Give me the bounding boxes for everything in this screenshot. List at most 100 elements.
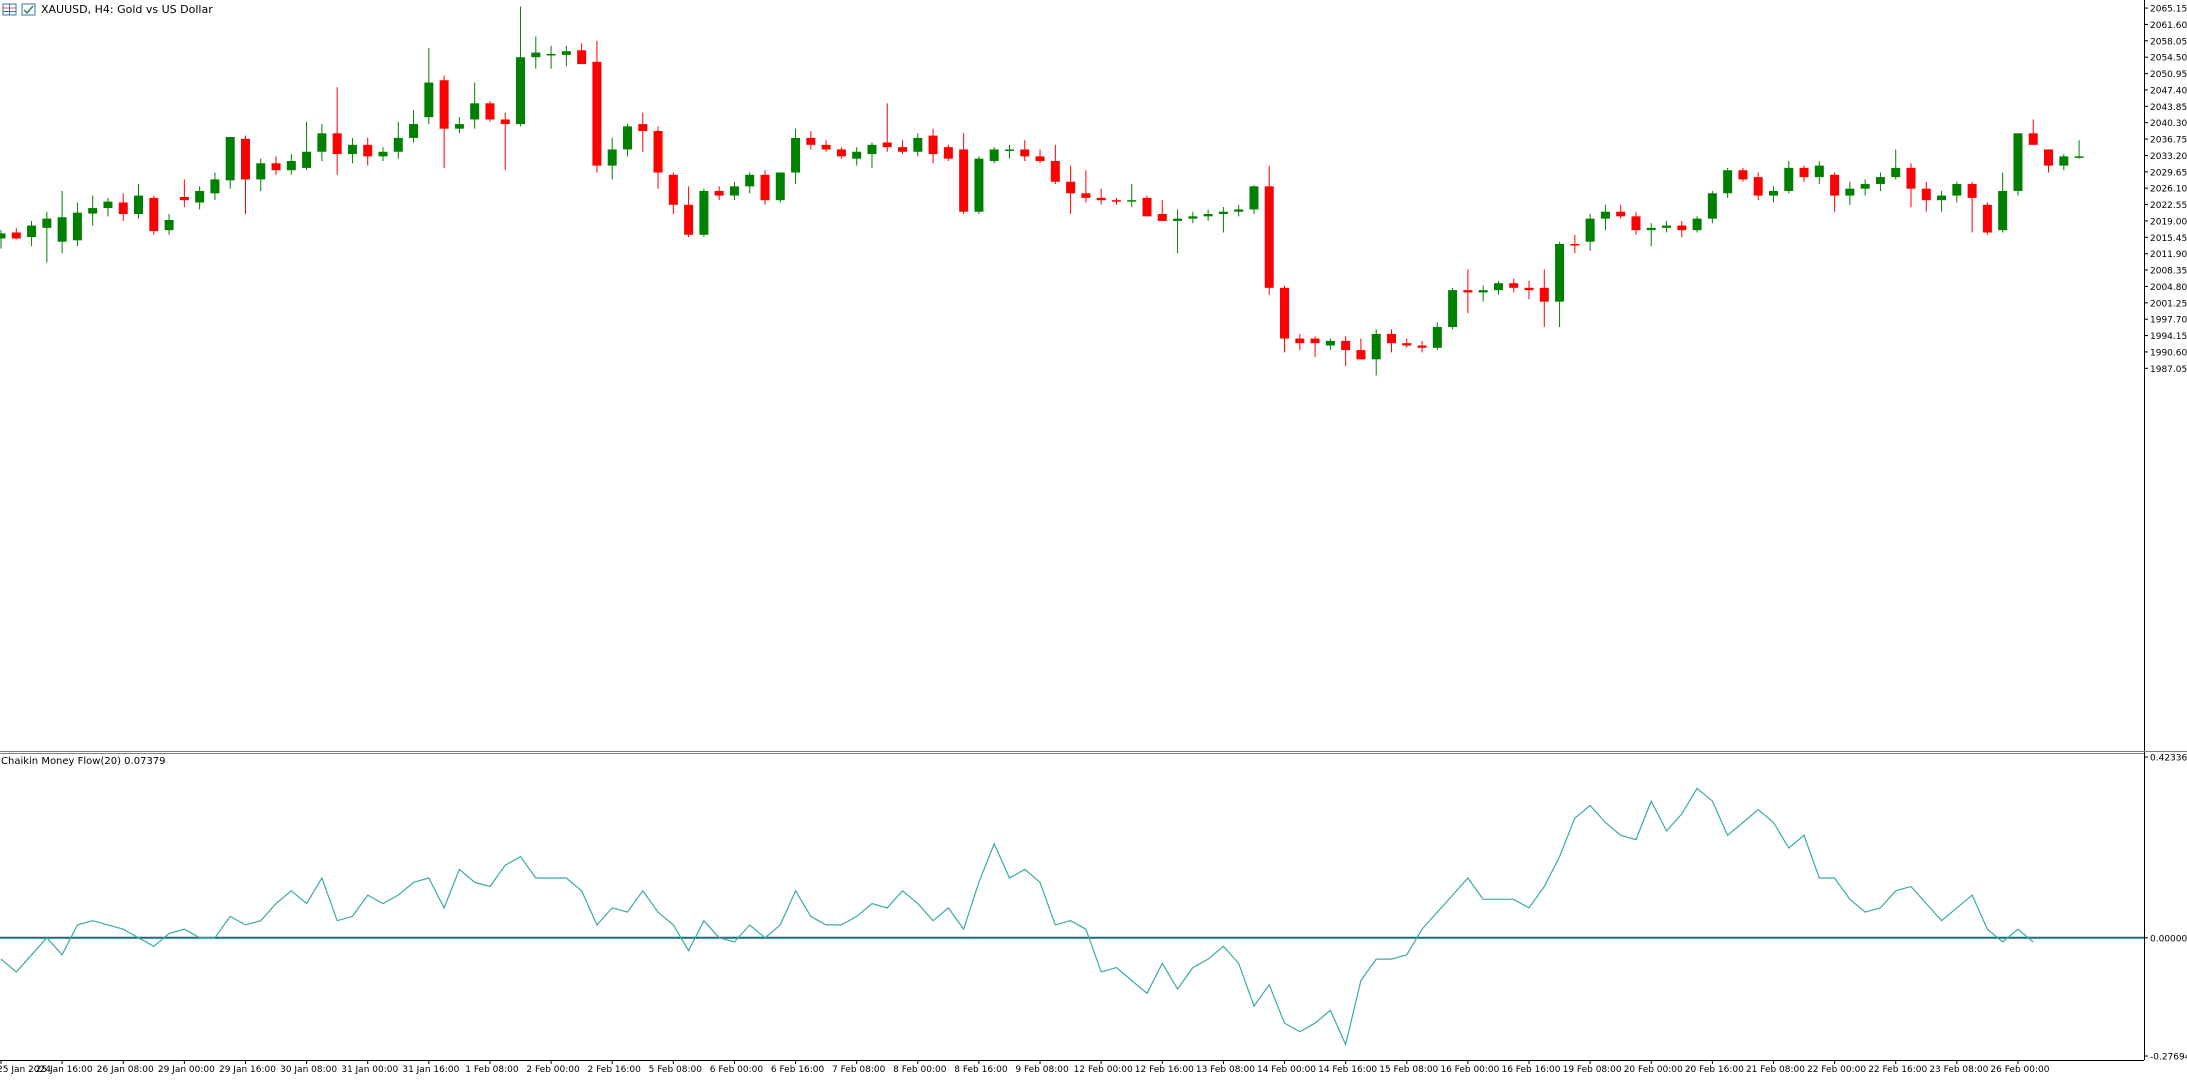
bullish-candle[interactable] — [1555, 242, 1564, 327]
bullish-candle[interactable] — [27, 221, 36, 246]
bullish-candle[interactable] — [455, 117, 464, 133]
bearish-candle[interactable] — [1677, 221, 1686, 237]
bullish-candle[interactable] — [990, 147, 999, 163]
bullish-candle[interactable] — [1861, 179, 1870, 195]
bearish-candle[interactable] — [1907, 163, 1916, 207]
bullish-candle[interactable] — [547, 46, 556, 69]
bullish-candle[interactable] — [1937, 191, 1946, 212]
bearish-candle[interactable] — [1968, 182, 1977, 233]
bullish-candle[interactable] — [1723, 168, 1732, 198]
bearish-candle[interactable] — [241, 136, 250, 214]
bearish-candle[interactable] — [592, 41, 601, 172]
bearish-candle[interactable] — [1738, 168, 1747, 182]
bearish-candle[interactable] — [1525, 281, 1534, 299]
bearish-candle[interactable] — [669, 173, 678, 215]
bearish-candle[interactable] — [638, 113, 647, 152]
bullish-candle[interactable] — [134, 184, 143, 219]
bearish-candle[interactable] — [1830, 173, 1839, 212]
bullish-candle[interactable] — [1372, 329, 1381, 375]
bearish-candle[interactable] — [837, 147, 846, 159]
bearish-candle[interactable] — [684, 186, 693, 237]
bearish-candle[interactable] — [1387, 329, 1396, 352]
bearish-candle[interactable] — [944, 145, 953, 161]
bullish-candle[interactable] — [1234, 205, 1243, 217]
bullish-candle[interactable] — [1647, 223, 1656, 246]
indicator-check-icon[interactable] — [22, 4, 35, 15]
bearish-candle[interactable] — [1158, 200, 1167, 221]
bearish-candle[interactable] — [1020, 140, 1029, 161]
bearish-candle[interactable] — [1922, 182, 1931, 212]
bullish-candle[interactable] — [73, 202, 82, 246]
bullish-candle[interactable] — [1479, 286, 1488, 302]
bullish-candle[interactable] — [1494, 281, 1503, 295]
bearish-candle[interactable] — [501, 113, 510, 171]
bullish-candle[interactable] — [424, 48, 433, 124]
bullish-candle[interactable] — [1708, 191, 1717, 223]
bearish-candle[interactable] — [1280, 286, 1289, 353]
bullish-candle[interactable] — [1815, 161, 1824, 184]
bearish-candle[interactable] — [1983, 202, 1992, 234]
bullish-candle[interactable] — [210, 173, 219, 201]
bearish-candle[interactable] — [1631, 212, 1640, 235]
bullish-candle[interactable] — [1005, 145, 1014, 159]
bearish-candle[interactable] — [1463, 269, 1472, 313]
bullish-candle[interactable] — [562, 46, 571, 67]
bullish-candle[interactable] — [379, 147, 388, 161]
bearish-candle[interactable] — [1051, 145, 1060, 184]
bullish-candle[interactable] — [1188, 212, 1197, 224]
bullish-candle[interactable] — [2013, 133, 2022, 195]
bearish-candle[interactable] — [1402, 339, 1411, 348]
bullish-candle[interactable] — [1891, 149, 1900, 179]
bearish-candle[interactable] — [898, 140, 907, 154]
bearish-candle[interactable] — [883, 103, 892, 151]
bearish-candle[interactable] — [1616, 205, 1625, 219]
bullish-candle[interactable] — [256, 159, 265, 191]
bullish-candle[interactable] — [1769, 186, 1778, 202]
bearish-candle[interactable] — [485, 101, 494, 122]
bullish-candle[interactable] — [852, 147, 861, 165]
bullish-candle[interactable] — [302, 122, 311, 170]
bullish-candle[interactable] — [88, 196, 97, 226]
bearish-candle[interactable] — [1036, 149, 1045, 163]
bearish-candle[interactable] — [822, 140, 831, 152]
bullish-candle[interactable] — [470, 83, 479, 129]
bearish-candle[interactable] — [272, 156, 281, 174]
bullish-candle[interactable] — [867, 143, 876, 168]
bearish-candle[interactable] — [761, 170, 770, 205]
bearish-candle[interactable] — [119, 193, 128, 221]
bearish-candle[interactable] — [959, 133, 968, 214]
bullish-candle[interactable] — [1326, 339, 1335, 351]
bullish-candle[interactable] — [1952, 182, 1961, 203]
bullish-candle[interactable] — [699, 189, 708, 237]
bearish-candle[interactable] — [577, 43, 586, 64]
bearish-candle[interactable] — [333, 87, 342, 175]
bullish-candle[interactable] — [1448, 288, 1457, 330]
bullish-candle[interactable] — [730, 182, 739, 200]
bullish-candle[interactable] — [348, 138, 357, 163]
bearish-candle[interactable] — [1265, 166, 1274, 295]
bullish-candle[interactable] — [1998, 173, 2007, 233]
bullish-candle[interactable] — [1249, 185, 1258, 214]
bullish-candle[interactable] — [1784, 161, 1793, 193]
bullish-candle[interactable] — [516, 6, 525, 126]
bullish-candle[interactable] — [776, 173, 785, 203]
bullish-candle[interactable] — [791, 129, 800, 184]
bullish-candle[interactable] — [2075, 140, 2084, 158]
bullish-candle[interactable] — [2059, 154, 2068, 170]
bullish-candle[interactable] — [317, 124, 326, 161]
bearish-candle[interactable] — [654, 126, 663, 188]
bearish-candle[interactable] — [1097, 189, 1106, 205]
bullish-candle[interactable] — [1586, 214, 1595, 251]
bullish-candle[interactable] — [1845, 182, 1854, 205]
bearish-candle[interactable] — [1540, 269, 1549, 327]
bearish-candle[interactable] — [1066, 166, 1075, 214]
bearish-candle[interactable] — [1295, 334, 1304, 350]
bearish-candle[interactable] — [1418, 341, 1427, 353]
bullish-candle[interactable] — [103, 198, 112, 216]
bullish-candle[interactable] — [226, 137, 235, 189]
bullish-candle[interactable] — [1173, 209, 1182, 253]
bullish-candle[interactable] — [1693, 216, 1702, 232]
